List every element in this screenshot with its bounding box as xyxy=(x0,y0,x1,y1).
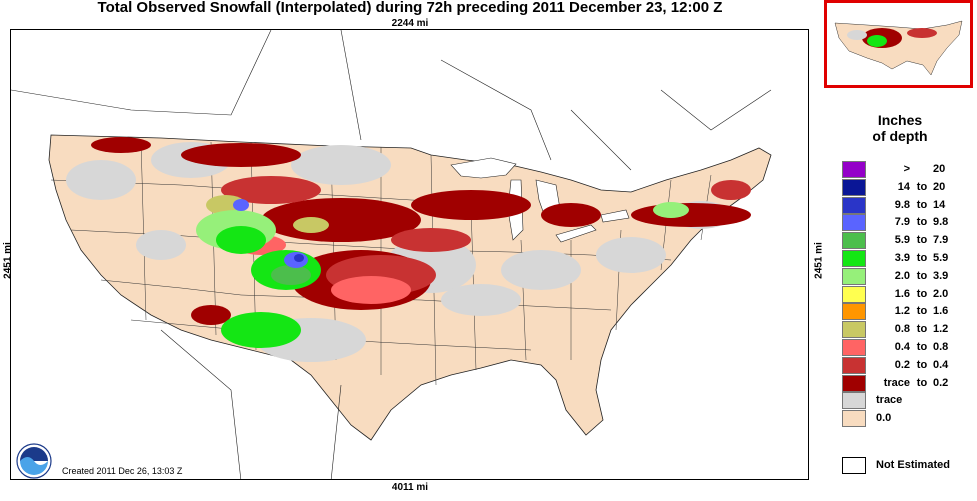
legend-item: trace xyxy=(842,392,972,410)
legend-hi: 0.2 xyxy=(933,376,949,389)
legend-hi: 0.4 xyxy=(933,358,949,371)
legend-lo: 0.4 xyxy=(894,341,910,353)
legend-swatch xyxy=(842,303,866,321)
snowfall-map[interactable] xyxy=(10,29,809,480)
legend-item: 5.9 to 7.9 xyxy=(842,232,972,250)
legend-to: to xyxy=(916,305,928,318)
legend-item: 0.8 to 1.2 xyxy=(842,321,972,339)
created-timestamp: Created 2011 Dec 26, 13:03 Z xyxy=(62,466,183,476)
legend-lo: 9.8 xyxy=(894,198,910,211)
legend-lo: trace xyxy=(883,376,910,389)
legend-to: to xyxy=(916,287,928,300)
legend-swatch-not-estimated xyxy=(842,457,866,474)
legend-lo: 0.2 xyxy=(894,358,910,371)
legend-hi: 5.9 xyxy=(933,252,949,264)
map-width-label: 4011 mi xyxy=(391,482,429,493)
lake-ontario xyxy=(600,209,630,223)
legend-lo: 14 xyxy=(897,180,910,193)
legend-swatch xyxy=(842,214,866,232)
legend-not-estimated-label: Not Estimated xyxy=(876,459,950,471)
legend-swatch xyxy=(842,410,866,428)
legend-hi: 1.6 xyxy=(933,305,949,318)
legend-swatch xyxy=(842,232,866,250)
legend-hi: 1.2 xyxy=(933,323,949,336)
legend-to: to xyxy=(916,216,928,229)
legend-swatch xyxy=(842,285,866,303)
legend-item: 1.2 to 1.6 xyxy=(842,303,972,321)
legend-item: 7.9 to 9.8 xyxy=(842,214,972,232)
legend-lo: 0.8 xyxy=(894,323,910,336)
9-8-to-14-areas xyxy=(294,254,304,262)
legend-hi: 7.9 xyxy=(933,234,949,247)
legend-hi: 9.8 xyxy=(933,216,949,229)
legend-swatch xyxy=(842,161,866,178)
legend-swatch xyxy=(842,392,866,410)
legend-hi: 0.8 xyxy=(933,341,949,353)
legend-lo: 2.0 xyxy=(894,269,910,282)
map-title: Total Observed Snowfall (Interpolated) d… xyxy=(97,0,723,16)
legend-swatch xyxy=(842,267,866,285)
legend-label: trace xyxy=(876,394,903,407)
legend-to: to xyxy=(916,269,928,282)
legend-to: to xyxy=(916,198,928,211)
legend-hi: 3.9 xyxy=(933,269,949,282)
legend-hi: 20 xyxy=(933,180,946,193)
legend-hi: 20 xyxy=(933,163,946,175)
legend-lo: 5.9 xyxy=(894,234,910,247)
legend-to: to xyxy=(916,323,928,336)
legend-swatch xyxy=(842,250,866,267)
legend-hi: 14 xyxy=(933,198,946,211)
legend-item: 14 to 20 xyxy=(842,178,972,196)
legend-item: 0.0 xyxy=(842,410,972,428)
legend-title-line1: Inches xyxy=(877,112,923,128)
legend-lo: 1.2 xyxy=(894,305,910,318)
lake-superior xyxy=(450,157,517,179)
legend-lo: 7.9 xyxy=(894,216,910,229)
legend-title-line2: of depth xyxy=(872,128,928,144)
inset-overview-map[interactable] xyxy=(824,0,973,88)
legend-label: 0.0 xyxy=(876,412,892,425)
noaa-logo-icon xyxy=(16,443,52,479)
legend-to: to xyxy=(916,234,928,247)
legend-item: trace to 0.2 xyxy=(842,374,972,392)
legend-to: to xyxy=(916,376,928,389)
legend-lo: 3.9 xyxy=(894,252,910,264)
legend-item: 0.4 to 0.8 xyxy=(842,339,972,356)
legend-to: to xyxy=(916,341,928,353)
legend-item: 3.9 to 5.9 xyxy=(842,250,972,267)
legend-item: 9.8 to 14 xyxy=(842,196,972,214)
legend-swatch xyxy=(842,356,866,374)
legend-title: Inches of depth xyxy=(840,112,960,144)
legend-item: 1.6 to 2.0 xyxy=(842,285,972,303)
legend-hi: 2.0 xyxy=(933,287,949,300)
legend-swatch xyxy=(842,339,866,356)
map-height-label-right: 2451 mi xyxy=(813,242,825,279)
legend-swatch xyxy=(842,196,866,214)
legend-lo: > xyxy=(903,163,910,175)
country-borders xyxy=(11,30,772,479)
legend-item: 0.2 to 0.4 xyxy=(842,356,972,374)
legend-to: to xyxy=(916,180,928,193)
5-9-to-7-9-areas xyxy=(271,265,311,285)
legend-not-estimated: Not Estimated xyxy=(842,457,972,474)
lake-erie xyxy=(555,224,597,243)
legend-to: to xyxy=(916,252,928,264)
legend-swatch xyxy=(842,178,866,196)
map-top-width-label: 2244 mi xyxy=(391,18,429,29)
legend-lo: 1.6 xyxy=(894,287,910,300)
legend-to: to xyxy=(916,358,928,371)
legend-swatch xyxy=(842,374,866,392)
legend-item: 2.0 to 3.9 xyxy=(842,267,972,285)
trace-to-0-2-areas xyxy=(91,137,751,325)
legend-item: >20 xyxy=(842,161,972,178)
legend-swatch xyxy=(842,321,866,339)
